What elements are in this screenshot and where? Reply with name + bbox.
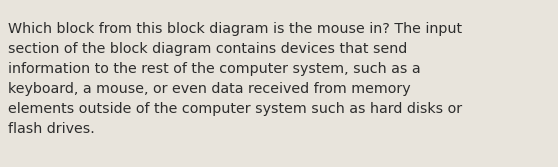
- Text: Which block from this block diagram is the mouse in? The input
section of the bl: Which block from this block diagram is t…: [8, 22, 462, 136]
